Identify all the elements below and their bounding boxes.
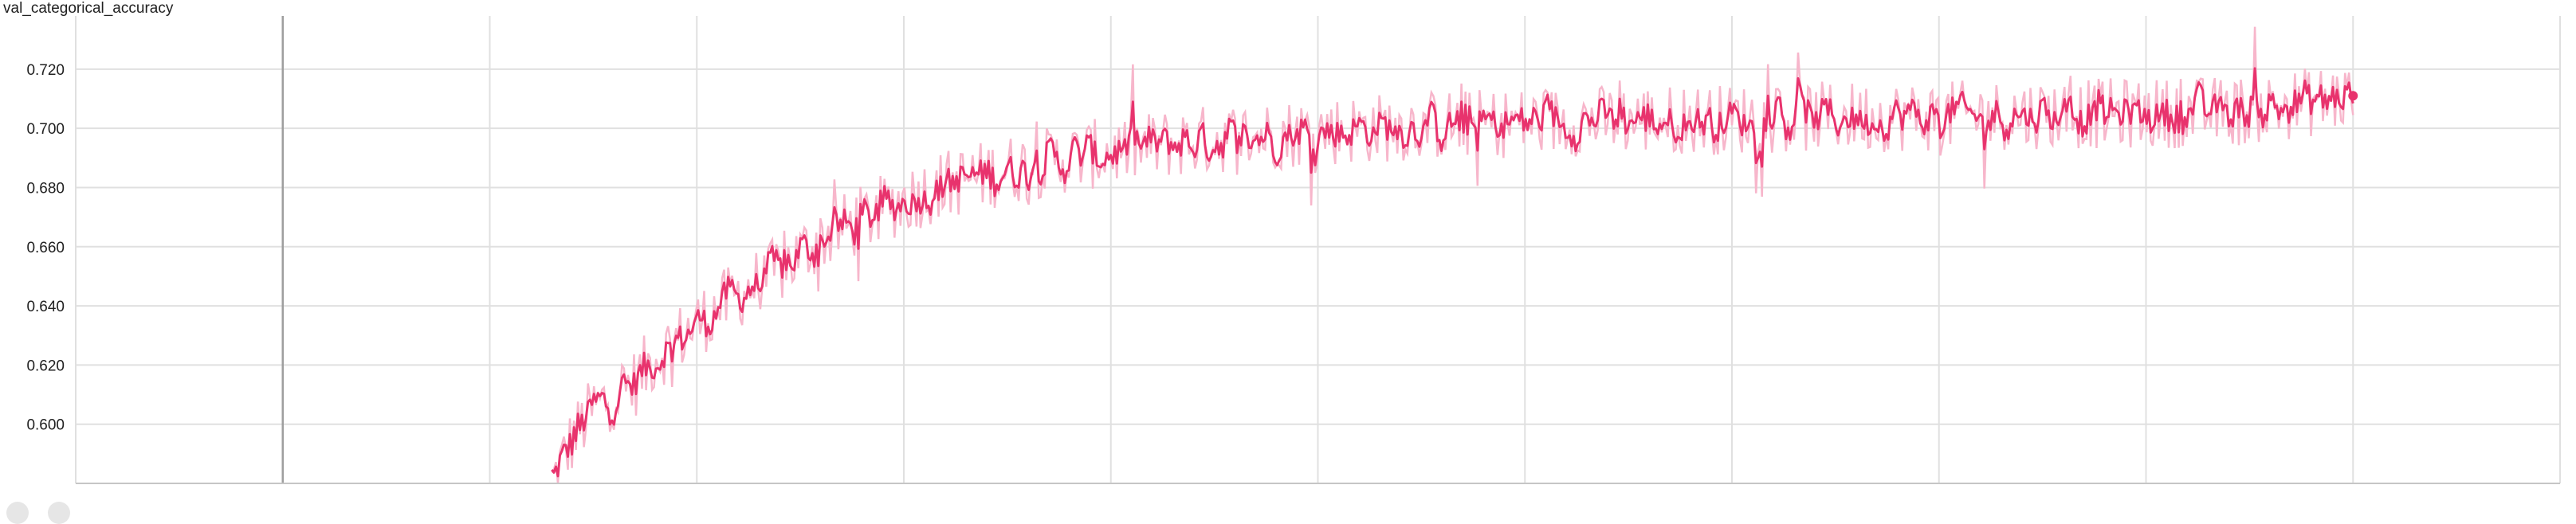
y-tick-label: 0.640: [26, 299, 65, 315]
x-gridlines: [75, 16, 2561, 483]
last-point-marker[interactable]: [2348, 91, 2358, 101]
raw-series: [551, 26, 2354, 484]
y-tick-label: 0.680: [26, 180, 65, 197]
smoothed-series-line: [551, 67, 2354, 478]
smoothed-series: [551, 67, 2354, 478]
y-tick-labels: 0.600 0.620 0.640 0.660 0.680 0.700 0.720: [26, 62, 65, 434]
zoom-control-icon[interactable]: [6, 502, 29, 524]
y-tick-label: 0.600: [26, 417, 65, 434]
last-value-marker: [2348, 91, 2358, 101]
y-tick-label: 0.720: [26, 62, 65, 79]
download-control-icon[interactable]: [48, 502, 70, 524]
y-tick-label: 0.700: [26, 121, 65, 138]
raw-series-line: [551, 26, 2354, 484]
y-tick-label: 0.660: [26, 240, 65, 256]
chart-title: val_categorical_accuracy: [3, 0, 174, 17]
y-tick-label: 0.620: [26, 358, 65, 374]
line-chart[interactable]: 0.600 0.620 0.640 0.660 0.680 0.700 0.720: [0, 0, 2576, 511]
